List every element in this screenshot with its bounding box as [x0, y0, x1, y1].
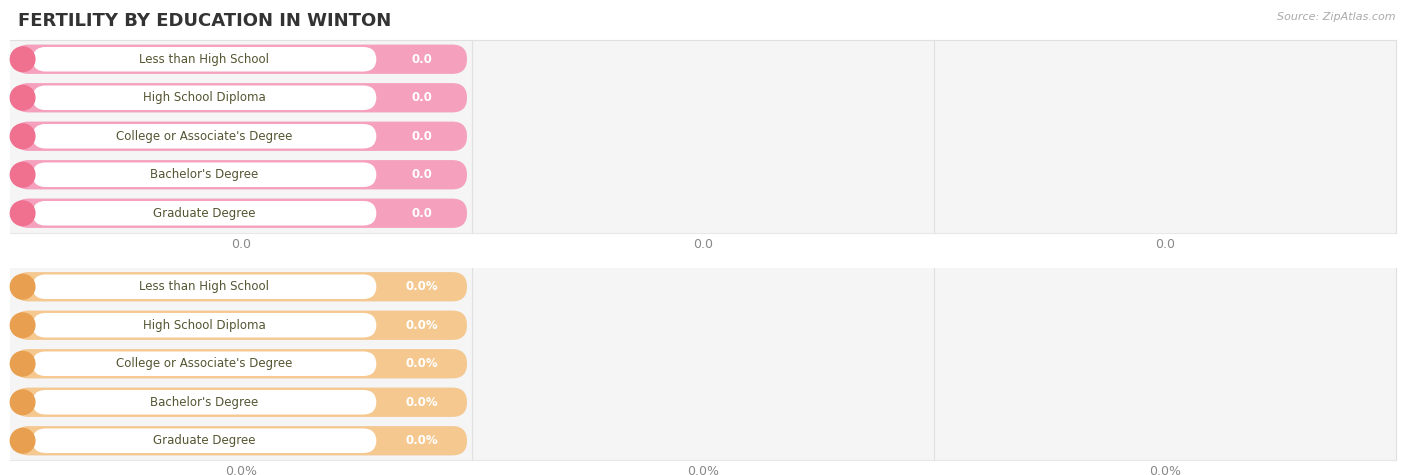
FancyBboxPatch shape — [10, 117, 1396, 155]
Text: College or Associate's Degree: College or Associate's Degree — [117, 130, 292, 143]
Text: Less than High School: Less than High School — [139, 280, 270, 293]
FancyBboxPatch shape — [14, 199, 467, 228]
FancyBboxPatch shape — [14, 122, 467, 151]
Circle shape — [10, 162, 35, 187]
Circle shape — [10, 86, 35, 110]
FancyBboxPatch shape — [14, 122, 467, 151]
Circle shape — [10, 275, 35, 299]
FancyBboxPatch shape — [10, 344, 1396, 383]
Text: 0.0: 0.0 — [412, 130, 432, 143]
Text: 0.0: 0.0 — [693, 238, 713, 250]
FancyBboxPatch shape — [14, 426, 467, 456]
FancyBboxPatch shape — [14, 349, 467, 379]
FancyBboxPatch shape — [10, 306, 1396, 344]
Text: 0.0%: 0.0% — [405, 434, 439, 447]
FancyBboxPatch shape — [32, 162, 377, 187]
Circle shape — [10, 201, 35, 226]
FancyBboxPatch shape — [32, 201, 377, 226]
FancyBboxPatch shape — [32, 313, 377, 338]
FancyBboxPatch shape — [14, 388, 467, 417]
Text: 0.0%: 0.0% — [405, 280, 439, 293]
FancyBboxPatch shape — [14, 83, 467, 113]
FancyBboxPatch shape — [10, 421, 1396, 460]
Text: 0.0: 0.0 — [1154, 238, 1175, 250]
FancyBboxPatch shape — [14, 311, 467, 340]
FancyBboxPatch shape — [10, 194, 1396, 232]
Circle shape — [10, 390, 35, 415]
FancyBboxPatch shape — [32, 390, 377, 415]
FancyBboxPatch shape — [14, 311, 467, 340]
Text: 0.0%: 0.0% — [405, 396, 439, 409]
Text: Graduate Degree: Graduate Degree — [153, 207, 256, 220]
FancyBboxPatch shape — [10, 267, 1396, 306]
FancyBboxPatch shape — [32, 86, 377, 110]
Text: 0.0: 0.0 — [412, 91, 432, 104]
FancyBboxPatch shape — [10, 155, 1396, 194]
Text: 0.0%: 0.0% — [1149, 465, 1181, 475]
Text: Source: ZipAtlas.com: Source: ZipAtlas.com — [1278, 12, 1396, 22]
FancyBboxPatch shape — [14, 426, 467, 456]
FancyBboxPatch shape — [14, 160, 467, 190]
Circle shape — [10, 352, 35, 376]
Text: 0.0%: 0.0% — [225, 465, 257, 475]
FancyBboxPatch shape — [10, 78, 1396, 117]
Text: 0.0: 0.0 — [231, 238, 252, 250]
Text: Less than High School: Less than High School — [139, 53, 270, 66]
Text: High School Diploma: High School Diploma — [143, 319, 266, 332]
Text: 0.0: 0.0 — [412, 168, 432, 181]
Text: 0.0%: 0.0% — [405, 357, 439, 370]
Text: Bachelor's Degree: Bachelor's Degree — [150, 396, 259, 409]
FancyBboxPatch shape — [32, 124, 377, 149]
Text: 0.0%: 0.0% — [405, 319, 439, 332]
FancyBboxPatch shape — [14, 45, 467, 74]
FancyBboxPatch shape — [32, 275, 377, 299]
Text: College or Associate's Degree: College or Associate's Degree — [117, 357, 292, 370]
FancyBboxPatch shape — [10, 383, 1396, 421]
FancyBboxPatch shape — [14, 272, 467, 301]
FancyBboxPatch shape — [32, 352, 377, 376]
FancyBboxPatch shape — [32, 428, 377, 453]
Text: 0.0%: 0.0% — [688, 465, 718, 475]
Text: 0.0: 0.0 — [412, 53, 432, 66]
Text: Graduate Degree: Graduate Degree — [153, 434, 256, 447]
Text: High School Diploma: High School Diploma — [143, 91, 266, 104]
FancyBboxPatch shape — [14, 83, 467, 113]
Text: 0.0: 0.0 — [412, 207, 432, 220]
FancyBboxPatch shape — [14, 45, 467, 74]
FancyBboxPatch shape — [10, 40, 1396, 78]
FancyBboxPatch shape — [14, 388, 467, 417]
FancyBboxPatch shape — [14, 160, 467, 190]
Circle shape — [10, 428, 35, 453]
Text: FERTILITY BY EDUCATION IN WINTON: FERTILITY BY EDUCATION IN WINTON — [18, 12, 391, 30]
Circle shape — [10, 313, 35, 338]
Circle shape — [10, 47, 35, 72]
FancyBboxPatch shape — [14, 272, 467, 301]
FancyBboxPatch shape — [32, 47, 377, 72]
FancyBboxPatch shape — [14, 349, 467, 379]
Circle shape — [10, 124, 35, 149]
FancyBboxPatch shape — [14, 199, 467, 228]
Text: Bachelor's Degree: Bachelor's Degree — [150, 168, 259, 181]
